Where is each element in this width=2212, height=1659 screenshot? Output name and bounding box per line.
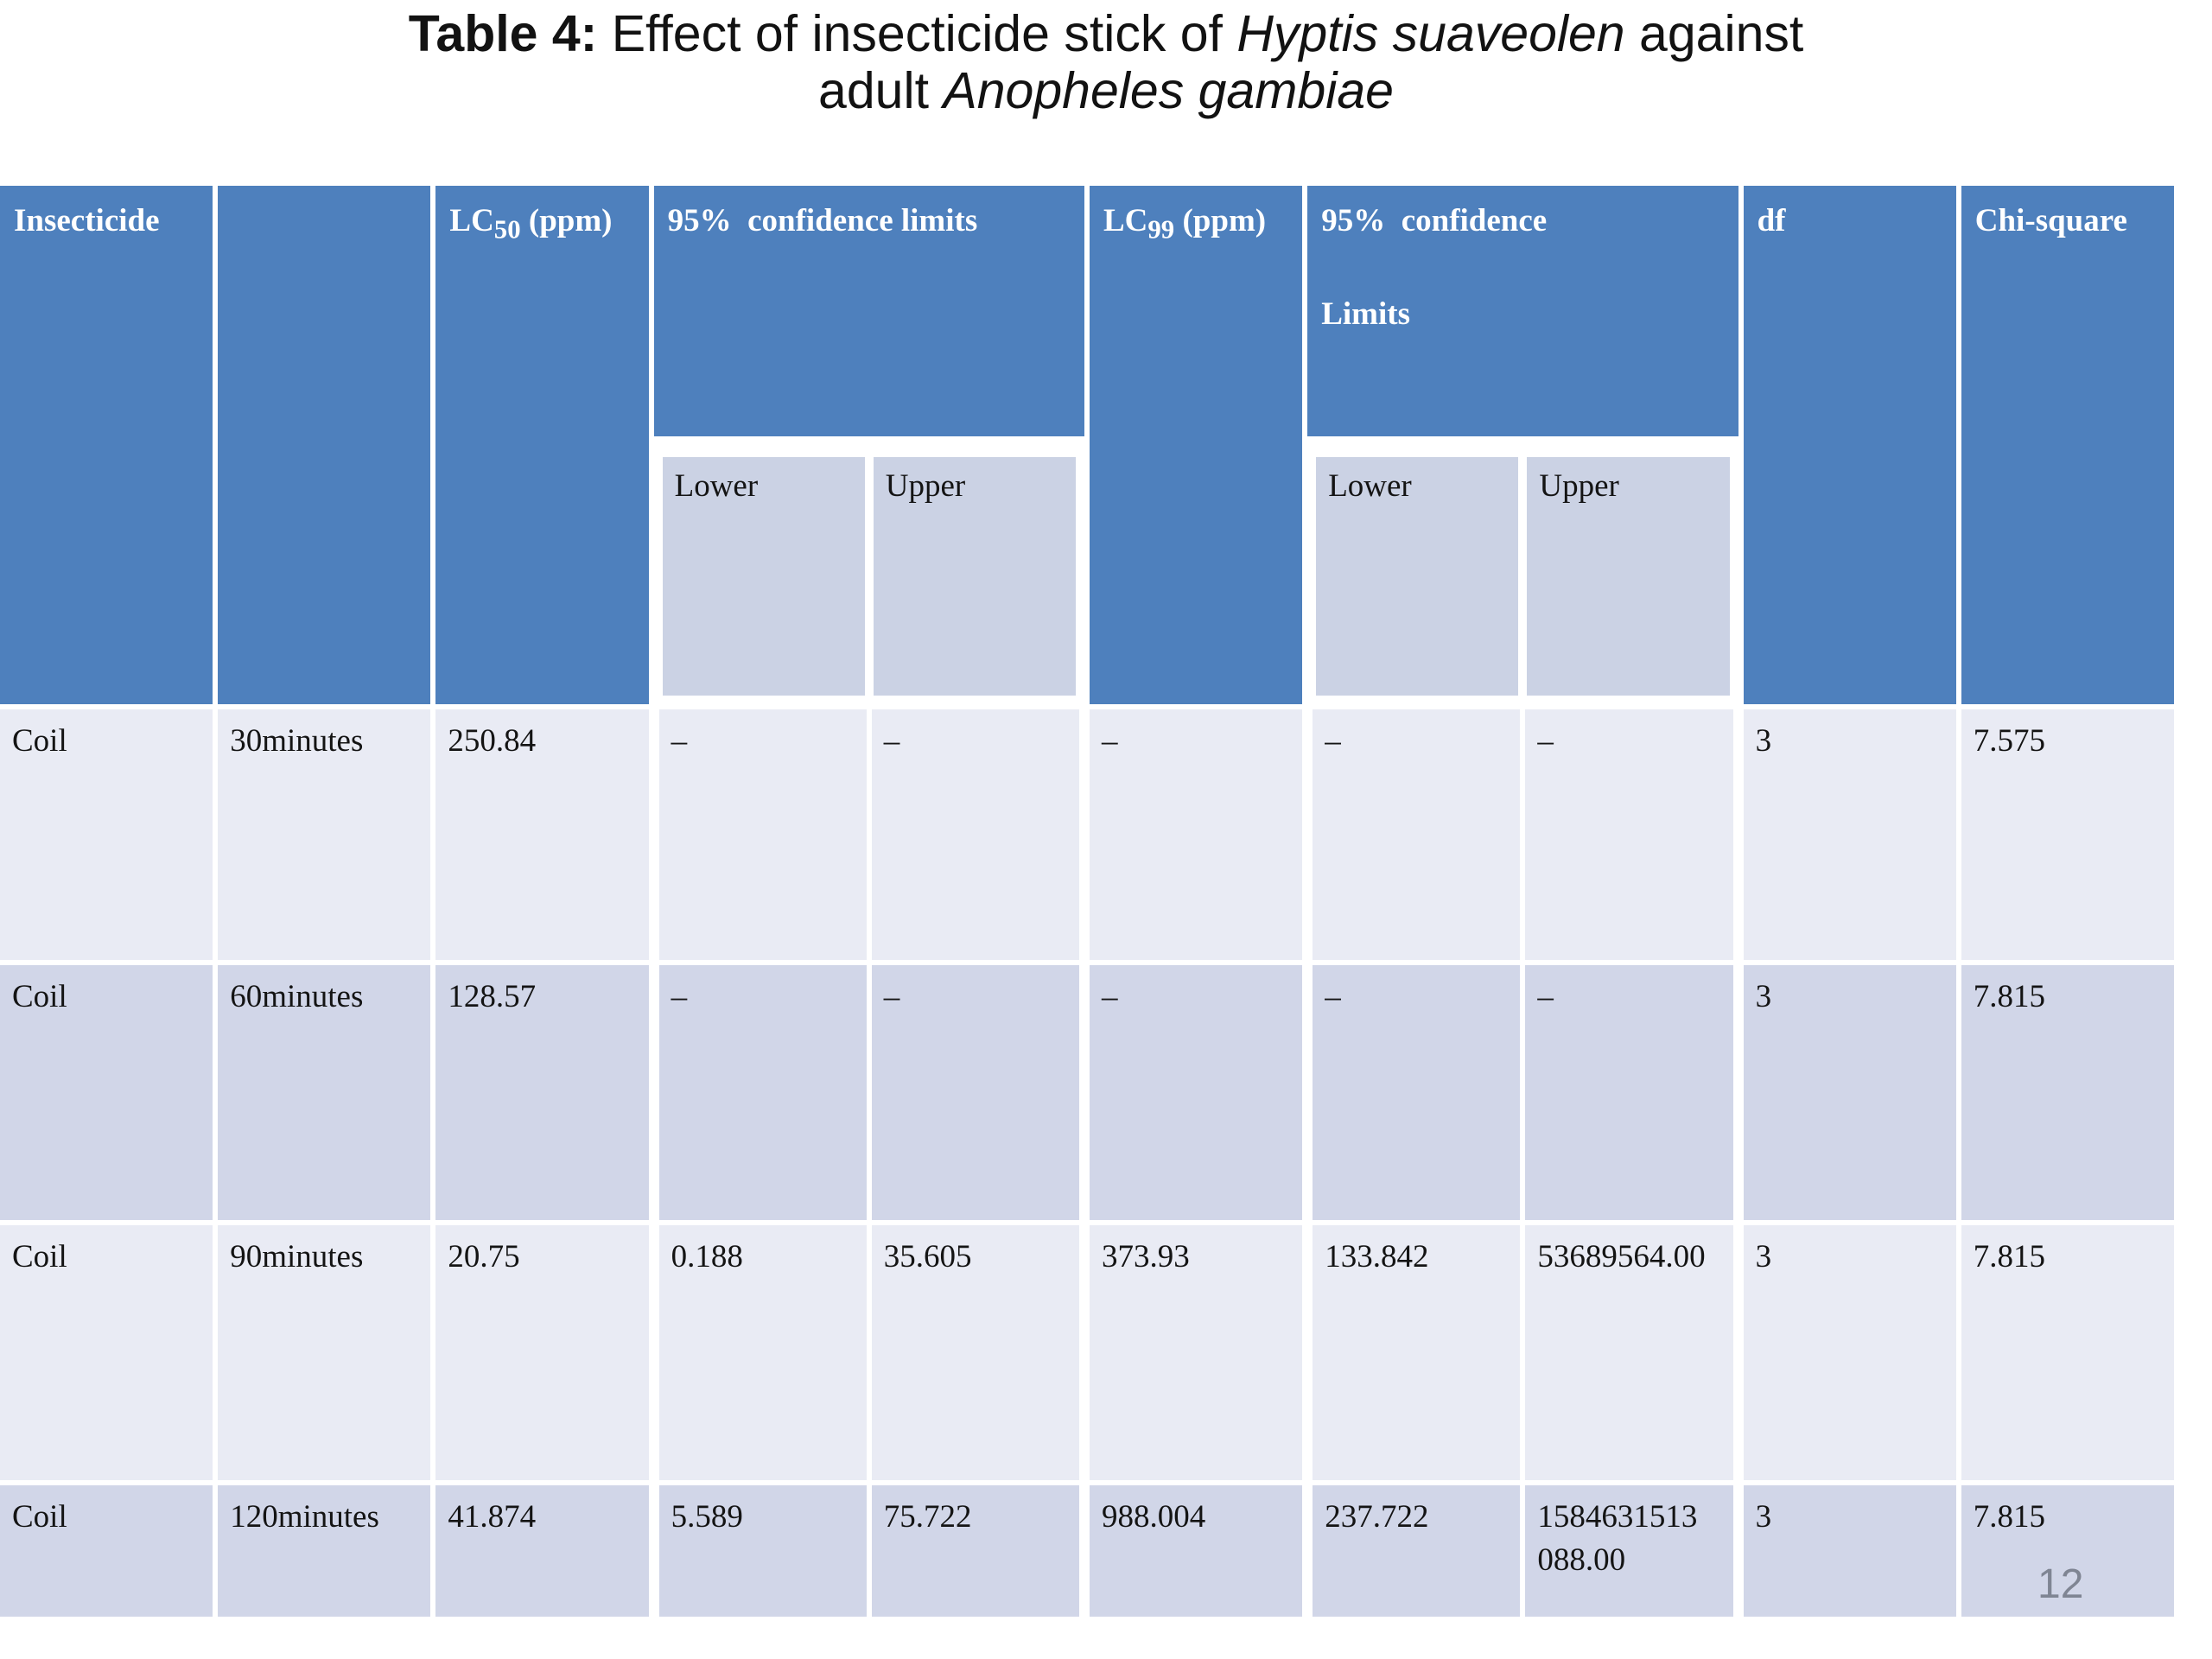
cell-chi-square: 7.815: [1961, 1225, 2174, 1480]
slide-page-number: 12: [2037, 1561, 2084, 1607]
cell-ci2-upper: –: [1525, 965, 1738, 1220]
title-bold-prefix: Table 4:: [408, 5, 598, 62]
subheader-lower-2: Lower: [1316, 457, 1519, 696]
header-group-ci95-2: 95% confidence Limits Lower Upper: [1307, 186, 1738, 704]
header-lc50-rest: (ppm): [520, 203, 613, 238]
cell-df: 3: [1743, 1225, 1956, 1480]
cell-time: 90minutes: [218, 1225, 431, 1480]
header-ci95-2-line1: 95% confidence: [1321, 203, 1548, 238]
header-lc50: LC50 (ppm): [435, 186, 649, 704]
cell-lc99: 373.93: [1089, 1225, 1303, 1480]
cell-ci1-lower: 0.188: [653, 1225, 867, 1480]
header-lc99-subscript: 99: [1147, 214, 1175, 245]
cell-insecticide: Coil: [0, 1225, 213, 1480]
title-segment-2: against: [1624, 5, 1804, 62]
subheader-lower-1: Lower: [662, 457, 865, 696]
title-segment-1: Effect of insecticide stick of: [597, 5, 1237, 62]
cell-lc99: –: [1089, 709, 1303, 960]
header-lc99-rest: (ppm): [1174, 203, 1267, 238]
cell-ci1-upper: –: [871, 709, 1084, 960]
results-table: Insecticide LC50 (ppm) 95% confidence li…: [0, 186, 2174, 1617]
cell-chi-square: 7.815: [1961, 965, 2174, 1220]
ci95-2-subheader-strip: Lower Upper: [1307, 448, 1738, 704]
cell-lc50: 20.75: [435, 1225, 649, 1480]
header-ci95-2-line2: Limits: [1321, 296, 1410, 333]
cell-ci1-upper: 35.605: [871, 1225, 1084, 1480]
cell-ci2-lower: 237.722: [1307, 1485, 1521, 1617]
cell-insecticide: Coil: [0, 1485, 213, 1617]
header-insecticide: Insecticide: [0, 186, 213, 704]
cell-time: 60minutes: [218, 965, 431, 1220]
cell-ci2-upper: 53689564.00: [1525, 1225, 1738, 1480]
cell-ci1-lower: –: [653, 965, 867, 1220]
cell-df: 3: [1743, 709, 1956, 960]
title-line2-segment: adult: [818, 62, 944, 119]
cell-lc50: 128.57: [435, 965, 649, 1220]
cell-ci1-lower: 5.589: [653, 1485, 867, 1617]
subheader-upper-2: Upper: [1527, 457, 1730, 696]
header-lc50-subscript: 50: [493, 214, 521, 245]
cell-ci2-upper: 1584631513 088.00: [1525, 1485, 1738, 1617]
cell-ci2-lower: –: [1307, 965, 1521, 1220]
header-lc99-base: LC: [1103, 203, 1148, 238]
header-time-blank: [218, 186, 431, 704]
cell-ci1-upper: 75.722: [871, 1485, 1084, 1617]
cell-lc50: 41.874: [435, 1485, 649, 1617]
header-ci95-2-label: 95% confidence Limits: [1307, 186, 1738, 436]
cell-ci1-lower: –: [653, 709, 867, 960]
cell-chi-square: 7.815: [1961, 1485, 2174, 1617]
cell-ci2-lower: 133.842: [1307, 1225, 1521, 1480]
title-italic-species-1: Hyptis suaveolen: [1236, 5, 1625, 62]
header-lc50-base: LC: [449, 203, 494, 238]
title-italic-species-2: Anopheles gambiae: [943, 62, 1394, 119]
header-ci95-1-label: 95% confidence limits: [653, 186, 1084, 436]
title-line-1: Table 4: Effect of insecticide stick of …: [0, 5, 2212, 62]
cell-chi-square: 7.575: [1961, 709, 2174, 960]
cell-df: 3: [1743, 965, 1956, 1220]
header-lc99: LC99 (ppm): [1089, 186, 1303, 704]
header-df: df: [1743, 186, 1956, 704]
cell-insecticide: Coil: [0, 709, 213, 960]
header-group-ci95-1: 95% confidence limits Lower Upper: [653, 186, 1084, 704]
cell-df: 3: [1743, 1485, 1956, 1617]
cell-ci1-upper: –: [871, 965, 1084, 1220]
title-line-2: adult Anopheles gambiae: [0, 62, 2212, 119]
cell-lc99: –: [1089, 965, 1303, 1220]
slide-title: Table 4: Effect of insecticide stick of …: [0, 5, 2212, 119]
header-chi-square: Chi-square: [1961, 186, 2174, 704]
cell-ci2-lower: –: [1307, 709, 1521, 960]
cell-time: 30minutes: [218, 709, 431, 960]
ci95-1-subheader-strip: Lower Upper: [653, 448, 1084, 704]
cell-ci2-upper: –: [1525, 709, 1738, 960]
cell-insecticide: Coil: [0, 965, 213, 1220]
cell-lc99: 988.004: [1089, 1485, 1303, 1617]
subheader-upper-1: Upper: [873, 457, 1076, 696]
cell-time: 120minutes: [218, 1485, 431, 1617]
cell-lc50: 250.84: [435, 709, 649, 960]
